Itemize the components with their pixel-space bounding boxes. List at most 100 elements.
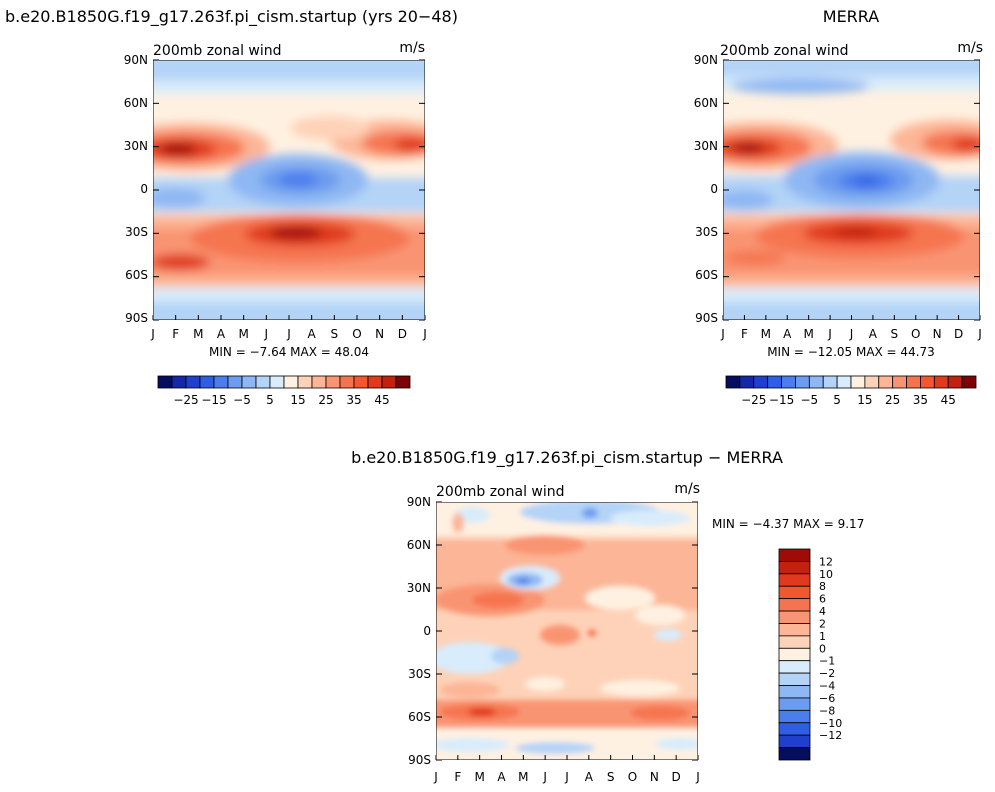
panel-diff-field	[436, 502, 698, 760]
ytick-label: 30N	[407, 581, 431, 595]
colorbar-label: 35	[913, 393, 928, 407]
xtick-label: M	[474, 770, 484, 784]
panel-merra-left-label: 200mb zonal wind	[720, 43, 849, 59]
colorbar-box	[171, 375, 187, 389]
xtick-label: A	[783, 327, 792, 341]
colorbar-merra: −25 −15 −5 5 15 25 35 45	[725, 375, 977, 407]
colorbar-model: −25 −15 −5 5 15 25 35 45	[157, 375, 411, 407]
colorbar-box	[836, 375, 852, 389]
xtick-label: J	[433, 770, 438, 784]
ytick-label: 60S	[695, 268, 718, 282]
xtick-label: S	[331, 327, 339, 341]
ytick-label: 60N	[124, 96, 148, 110]
colorbar-box	[864, 375, 880, 389]
colorbar-box	[213, 375, 229, 389]
colorbar-box	[778, 585, 811, 600]
ytick-label: 90N	[694, 53, 718, 67]
colorbar-box	[906, 375, 921, 389]
xtick-label: N	[375, 327, 384, 341]
colorbar-label: −5	[800, 393, 818, 407]
xtick-label: S	[607, 770, 615, 784]
colorbar-box	[283, 375, 299, 389]
xtick-label: O	[911, 327, 920, 341]
panel-model-stats: MIN = −7.64 MAX = 48.04	[209, 345, 369, 359]
colorbar-label: 25	[885, 393, 900, 407]
colorbar-label: 45	[374, 393, 389, 407]
ytick-marks	[436, 501, 698, 761]
ytick-label: 60S	[408, 710, 431, 724]
panel-diff: b.e20.B1850G.f19_g17.263f.pi_cism.startu…	[351, 448, 864, 784]
colorbar-label: −4	[819, 680, 835, 693]
colorbar-box	[808, 375, 824, 389]
colorbar-box	[778, 573, 811, 587]
xtick-label: M	[238, 327, 248, 341]
colorbar-box	[725, 375, 741, 389]
colorbar-box	[778, 548, 811, 562]
colorbar-box	[778, 697, 811, 711]
colorbar-label: 35	[346, 393, 361, 407]
colorbar-box	[778, 610, 811, 624]
colorbar-box	[892, 375, 907, 389]
xtick-label: S	[891, 327, 899, 341]
colorbar-label: 5	[266, 393, 274, 407]
xtick-label: A	[308, 327, 317, 341]
xtick-label: O	[628, 770, 637, 784]
ytick-label: 60N	[407, 538, 431, 552]
colorbar-label: −2	[819, 667, 835, 680]
colorbar-label: −8	[819, 704, 835, 717]
panel-diff-right-label: m/s	[674, 481, 700, 497]
colorbar-label: 8	[819, 580, 826, 593]
colorbar-box	[325, 375, 341, 389]
ytick-label: 30S	[125, 225, 148, 239]
xtick-label: A	[497, 770, 506, 784]
xtick-label: J	[422, 327, 427, 341]
xtick-label: J	[977, 327, 982, 341]
ytick-label: 0	[710, 182, 718, 196]
colorbar-label: 15	[857, 393, 872, 407]
panel-diff-stats: MIN = −4.37 MAX = 9.17	[712, 517, 864, 531]
panel-model-field	[153, 60, 425, 320]
colorbar-box	[157, 375, 173, 389]
ytick-label: 0	[423, 624, 431, 638]
panel-diff-left-label: 200mb zonal wind	[436, 484, 565, 500]
colorbar-box	[753, 375, 769, 389]
xtick-label: J	[150, 327, 155, 341]
xtick-label: M	[761, 327, 771, 341]
colorbar-label: −12	[819, 729, 842, 742]
xtick-label: M	[518, 770, 528, 784]
colorbar-label: 12	[819, 555, 833, 568]
xtick-label: D	[672, 770, 681, 784]
colorbar-box	[778, 635, 811, 649]
colorbar-box	[933, 375, 949, 389]
panel-model-title: b.e20.B1850G.f19_g17.263f.pi_cism.startu…	[5, 7, 458, 27]
colorbar-box	[227, 375, 243, 389]
colorbar-label: −25	[741, 393, 766, 407]
xtick-label: M	[193, 327, 203, 341]
colorbar-box	[778, 747, 811, 761]
xtick-label: N	[933, 327, 942, 341]
ytick-label: 0	[140, 182, 148, 196]
colorbar-box	[381, 375, 397, 389]
colorbar-box	[795, 375, 810, 389]
colorbar-box	[255, 375, 271, 389]
colorbar-box	[297, 375, 313, 389]
colorbar-box	[739, 375, 755, 389]
colorbar-box	[961, 375, 977, 389]
colorbar-box	[367, 375, 383, 389]
colorbar-label: −6	[819, 692, 835, 705]
colorbar-box	[878, 375, 894, 389]
ytick-marks	[723, 59, 980, 321]
colorbar-label: 0	[819, 642, 826, 655]
colorbar-box	[778, 647, 811, 662]
ytick-label: 30S	[695, 225, 718, 239]
colorbar-box	[850, 375, 866, 389]
colorbar-box	[395, 375, 411, 389]
colorbar-box	[778, 660, 811, 674]
xtick-label: A	[585, 770, 594, 784]
colorbar-box	[778, 623, 811, 637]
colorbar-label: −25	[173, 393, 198, 407]
